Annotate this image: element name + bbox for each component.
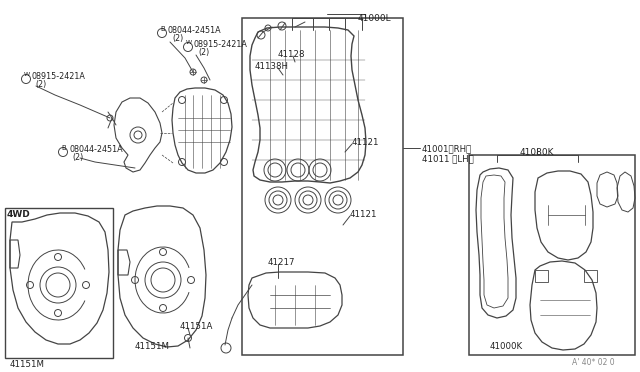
Bar [584, 270, 597, 282]
Text: (2): (2) [72, 153, 83, 162]
Text: 41000K: 41000K [490, 342, 523, 351]
Text: 41011 〈LH〉: 41011 〈LH〉 [422, 154, 474, 163]
Text: (2): (2) [198, 48, 209, 57]
Text: 41080K: 41080K [520, 148, 554, 157]
Bar [535, 270, 548, 282]
Text: 41121: 41121 [352, 138, 380, 147]
Text: 41128: 41128 [278, 50, 305, 59]
Text: 08044-2451A: 08044-2451A [168, 26, 221, 35]
Bar [469, 155, 635, 355]
Text: 08044-2451A: 08044-2451A [69, 145, 123, 154]
Text: (2): (2) [172, 34, 183, 43]
Text: 41121: 41121 [350, 210, 378, 219]
Text: 08915-2421A: 08915-2421A [32, 72, 86, 81]
Text: A' 40* 02 0: A' 40* 02 0 [572, 358, 614, 367]
Text: 41217: 41217 [268, 258, 296, 267]
Text: 41151A: 41151A [180, 322, 213, 331]
Text: 08915-2421A: 08915-2421A [194, 40, 248, 49]
Bar [5, 208, 113, 358]
Text: W: W [186, 41, 192, 45]
Text: B: B [161, 26, 165, 32]
Text: 41138H: 41138H [255, 62, 289, 71]
Text: 41001〈RH〉: 41001〈RH〉 [422, 144, 472, 153]
Text: 41000L: 41000L [358, 14, 392, 23]
Text: B: B [61, 145, 67, 151]
Text: (2): (2) [35, 80, 46, 89]
Text: 41151M: 41151M [134, 342, 170, 351]
Text: 41151M: 41151M [10, 360, 45, 369]
Text: W: W [24, 73, 30, 77]
Bar [242, 18, 403, 355]
Text: 4WD: 4WD [7, 210, 31, 219]
